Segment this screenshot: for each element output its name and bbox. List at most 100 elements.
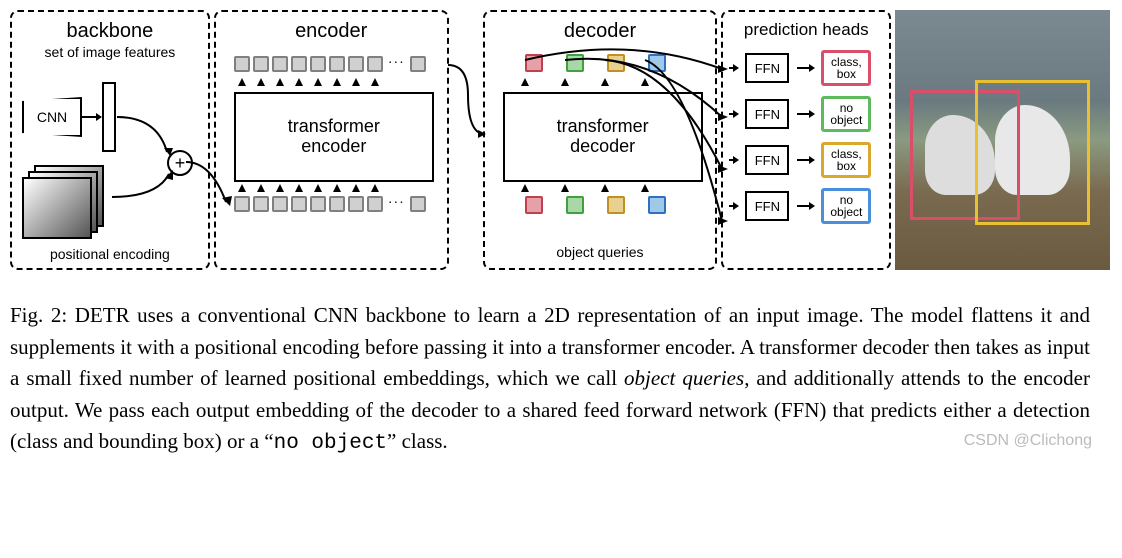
encoder-arrows-bottom (238, 184, 379, 192)
arrow-up-icon (314, 184, 322, 192)
object-queries-label: object queries (485, 244, 716, 260)
arrow-right-icon (797, 113, 813, 115)
encoder-token (310, 196, 326, 212)
arrow-up-icon (314, 78, 322, 86)
output-image (895, 10, 1110, 270)
arrow-up-icon (276, 184, 284, 192)
ellipsis-icon: ··· (386, 196, 407, 212)
caption-prefix: Fig. 2: (10, 303, 75, 327)
arrow-up-icon (295, 184, 303, 192)
arrow-up-icon (333, 78, 341, 86)
object-queries-row (515, 196, 676, 214)
prediction-box: no object (821, 96, 871, 132)
encoder-token (253, 56, 269, 72)
encoder-token (234, 56, 250, 72)
arrow-up-icon (352, 78, 360, 86)
panel-prediction-heads: prediction heads FFNclass, boxFFNno obje… (721, 10, 891, 270)
encoder-token (253, 196, 269, 212)
figure-container: backbone set of image features CNN posit… (10, 10, 1110, 460)
arrow-up-icon (601, 78, 609, 86)
ffn-row: FFNno object (729, 188, 883, 224)
encoder-token (291, 56, 307, 72)
arrow-cnn-feat (80, 112, 102, 122)
encoder-tokens-bottom: ··· (234, 196, 426, 212)
ellipsis-icon: ··· (386, 56, 407, 72)
encoder-tokens-top: ··· (234, 56, 426, 72)
bounding-box (975, 80, 1090, 225)
panel-decoder: decoder transformer decoder object queri… (483, 10, 718, 270)
encoder-token (367, 196, 383, 212)
caption-mono: no object (274, 432, 387, 455)
watermark: CSDN @Clichong (964, 432, 1092, 450)
encoder-token (272, 56, 288, 72)
query-token (648, 196, 666, 214)
encoder-token (367, 56, 383, 72)
ffn-box: FFN (745, 145, 789, 175)
arrow-up-icon (561, 184, 569, 192)
decoder-title: decoder (491, 20, 710, 43)
arrow-up-icon (352, 184, 360, 192)
arrow-up-icon (371, 78, 379, 86)
arrow-up-icon (257, 184, 265, 192)
arrow-right-icon (729, 113, 737, 115)
encoder-token (291, 196, 307, 212)
encoder-arrows-top (238, 78, 379, 86)
decoder-outputs-top (515, 54, 676, 72)
ffn-row: FFN class, box (729, 142, 883, 178)
arrow-right-icon (797, 159, 813, 161)
arrow-right-icon (729, 159, 737, 161)
encoder-title: encoder (222, 20, 441, 43)
decoder-arrows-bottom (521, 184, 649, 192)
diagram-row: backbone set of image features CNN posit… (10, 10, 1110, 270)
backbone-sub-top: set of image features (12, 44, 208, 60)
arrow-up-icon (561, 78, 569, 86)
encoder-token (410, 196, 426, 212)
prediction-box: class, box (821, 50, 871, 86)
cnn-box: CNN (22, 97, 82, 137)
backbone-sub-bottom: positional encoding (12, 246, 208, 262)
encoder-token (348, 196, 364, 212)
arrow-up-icon (641, 78, 649, 86)
transformer-encoder-box: transformer encoder (234, 92, 434, 182)
arrow-up-icon (238, 78, 246, 86)
arrow-right-icon (729, 67, 737, 69)
caption-text3: ” class. (387, 429, 448, 453)
encoder-token (410, 56, 426, 72)
caption-italic: object queries (624, 366, 744, 390)
query-token (607, 54, 625, 72)
encoder-token (329, 196, 345, 212)
plus-icon: + (167, 150, 193, 176)
arrow-up-icon (257, 78, 265, 86)
arrow-right-icon (729, 205, 737, 207)
arrow-up-icon (521, 184, 529, 192)
query-token (566, 196, 584, 214)
encoder-token (329, 56, 345, 72)
arrow-right-icon (797, 205, 813, 207)
panel-encoder: encoder ··· transformer encoder ··· (214, 10, 449, 270)
feature-bar (102, 82, 116, 152)
query-token (566, 54, 584, 72)
prediction-box: class, box (821, 142, 871, 178)
query-token (607, 196, 625, 214)
query-token (525, 196, 543, 214)
encoder-token (234, 196, 250, 212)
arrow-right-icon (797, 67, 813, 69)
transformer-decoder-box: transformer decoder (503, 92, 703, 182)
arrow-up-icon (276, 78, 284, 86)
query-token (648, 54, 666, 72)
arrow-up-icon (238, 184, 246, 192)
ffn-box: FFN (745, 53, 789, 83)
figure-caption: Fig. 2: DETR uses a conventional CNN bac… (10, 300, 1090, 460)
ffn-box: FFN (745, 191, 789, 221)
arrow-up-icon (601, 184, 609, 192)
arrow-up-icon (295, 78, 303, 86)
encoder-token (310, 56, 326, 72)
ffn-row: FFN no object (729, 96, 883, 132)
ffn-box: FFN (745, 99, 789, 129)
encoder-token (348, 56, 364, 72)
heads-title: prediction heads (729, 20, 883, 40)
decoder-arrows-top (521, 78, 649, 86)
encoder-token (272, 196, 288, 212)
panel-backbone: backbone set of image features CNN posit… (10, 10, 210, 270)
arrow-up-icon (333, 184, 341, 192)
